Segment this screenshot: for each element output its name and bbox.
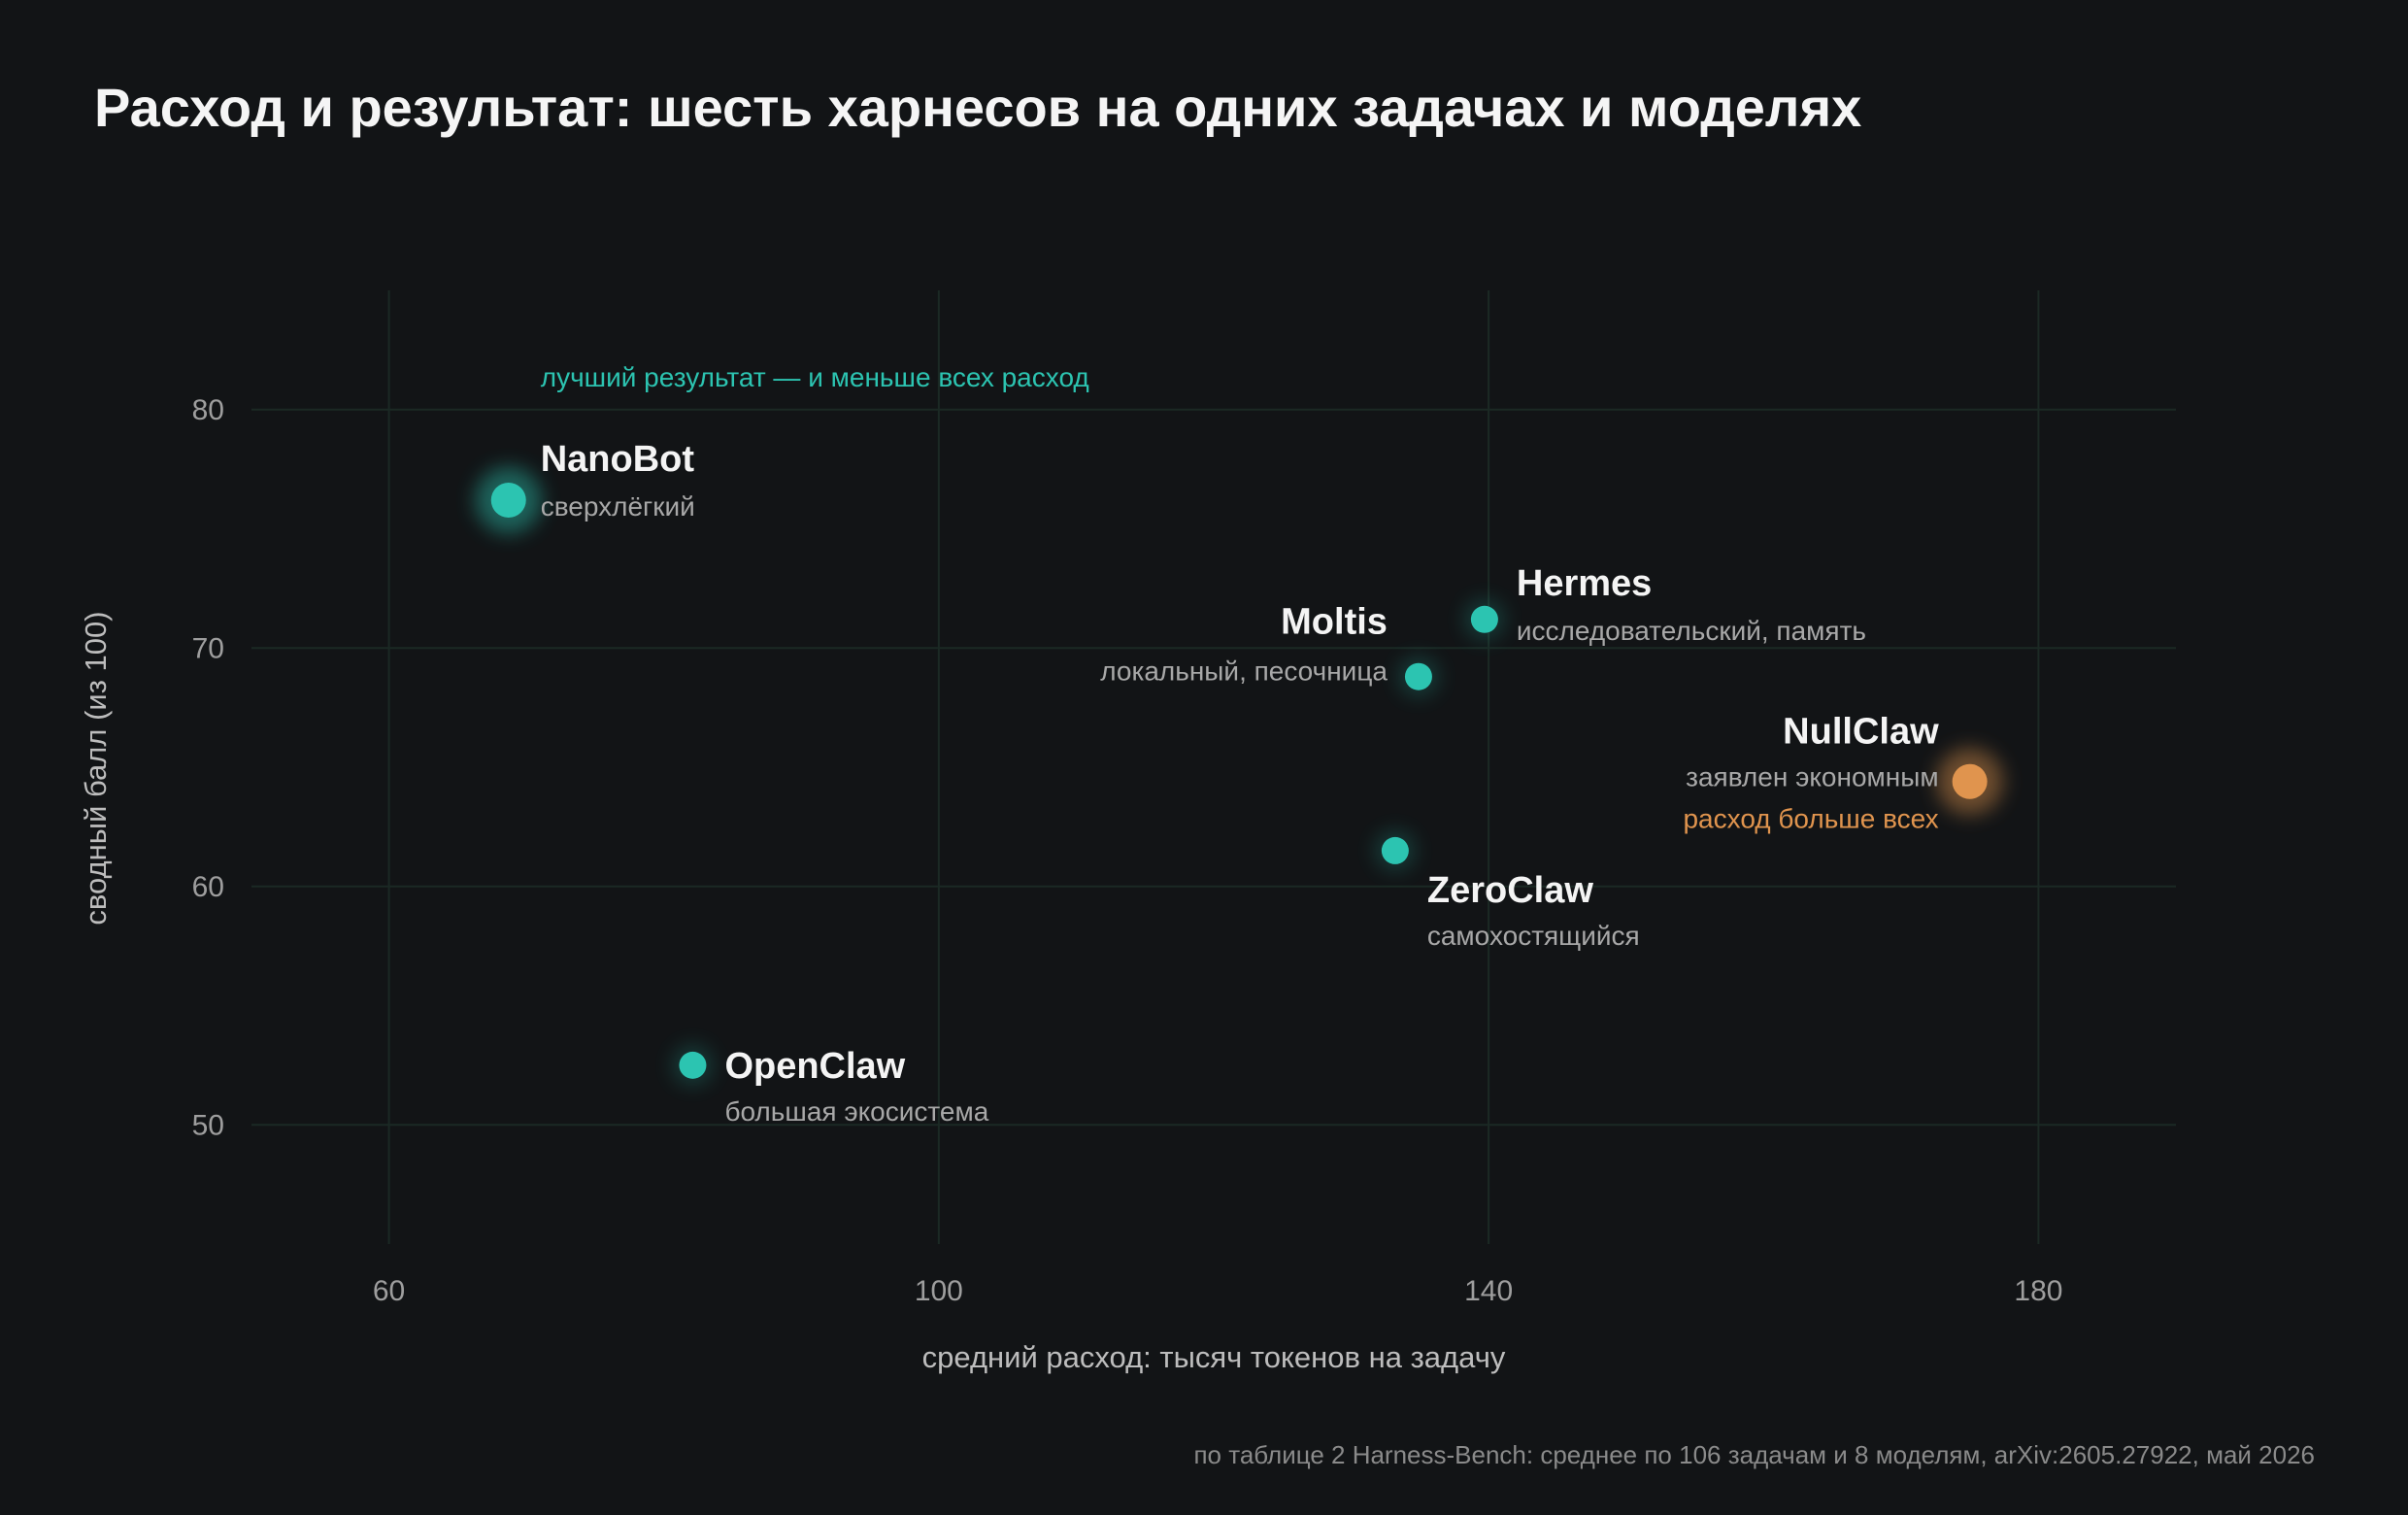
- point-note-hermes: исследовательский, память: [1517, 616, 1866, 646]
- y-axis-label: сводный балл (из 100): [79, 611, 113, 925]
- point-label-openclaw: OpenClaw: [724, 1046, 905, 1087]
- data-points: [475, 466, 2003, 1086]
- x-tick-label: 140: [1464, 1275, 1513, 1307]
- point-label-moltis: Moltis: [1281, 602, 1388, 643]
- point-note-zeroclaw: самохостящийся: [1427, 921, 1640, 951]
- data-point-zeroclaw: [1381, 836, 1409, 864]
- point-note-moltis: локальный, песочница: [1100, 656, 1388, 687]
- x-axis-ticks: 60 100 140 180: [373, 1275, 2063, 1307]
- data-point-openclaw: [679, 1051, 707, 1079]
- point-annotation-nanobot: лучший результат — и меньше всех расход: [541, 362, 1089, 392]
- data-point-nullclaw: [1952, 763, 1988, 799]
- y-tick-label: 80: [192, 394, 224, 426]
- x-tick-label: 100: [915, 1275, 963, 1307]
- data-point-hermes: [1470, 605, 1498, 633]
- y-axis-ticks: 50 60 70 80: [192, 394, 224, 1142]
- grid: [251, 290, 2176, 1244]
- point-label-nullclaw: NullClaw: [1783, 712, 1939, 753]
- point-note-nanobot: сверхлёгкий: [541, 491, 695, 522]
- y-tick-label: 70: [192, 632, 224, 664]
- data-point-nanobot: [490, 483, 526, 519]
- data-point-moltis: [1404, 662, 1432, 690]
- point-label-nanobot: NanoBot: [541, 439, 695, 480]
- y-tick-label: 50: [192, 1109, 224, 1141]
- x-tick-label: 60: [373, 1275, 405, 1307]
- point-label-hermes: Hermes: [1517, 563, 1652, 604]
- point-annotation-nullclaw: расход больше всех: [1683, 804, 1938, 834]
- point-note-openclaw: большая экосистема: [724, 1096, 988, 1127]
- point-note-nullclaw: заявлен экономным: [1686, 762, 1939, 792]
- point-labels: NanoBot сверхлёгкий лучший результат — и м…: [541, 362, 1939, 1127]
- source-footnote: по таблице 2 Harness-Bench: среднее по 1…: [1193, 1440, 2315, 1469]
- y-tick-label: 60: [192, 871, 224, 903]
- point-label-zeroclaw: ZeroClaw: [1427, 870, 1593, 911]
- chart-title: Расход и результат: шесть харнесов на од…: [94, 77, 1861, 138]
- x-tick-label: 180: [2014, 1275, 2062, 1307]
- x-axis-label: средний расход: тысяч токенов на задачу: [922, 1340, 1506, 1374]
